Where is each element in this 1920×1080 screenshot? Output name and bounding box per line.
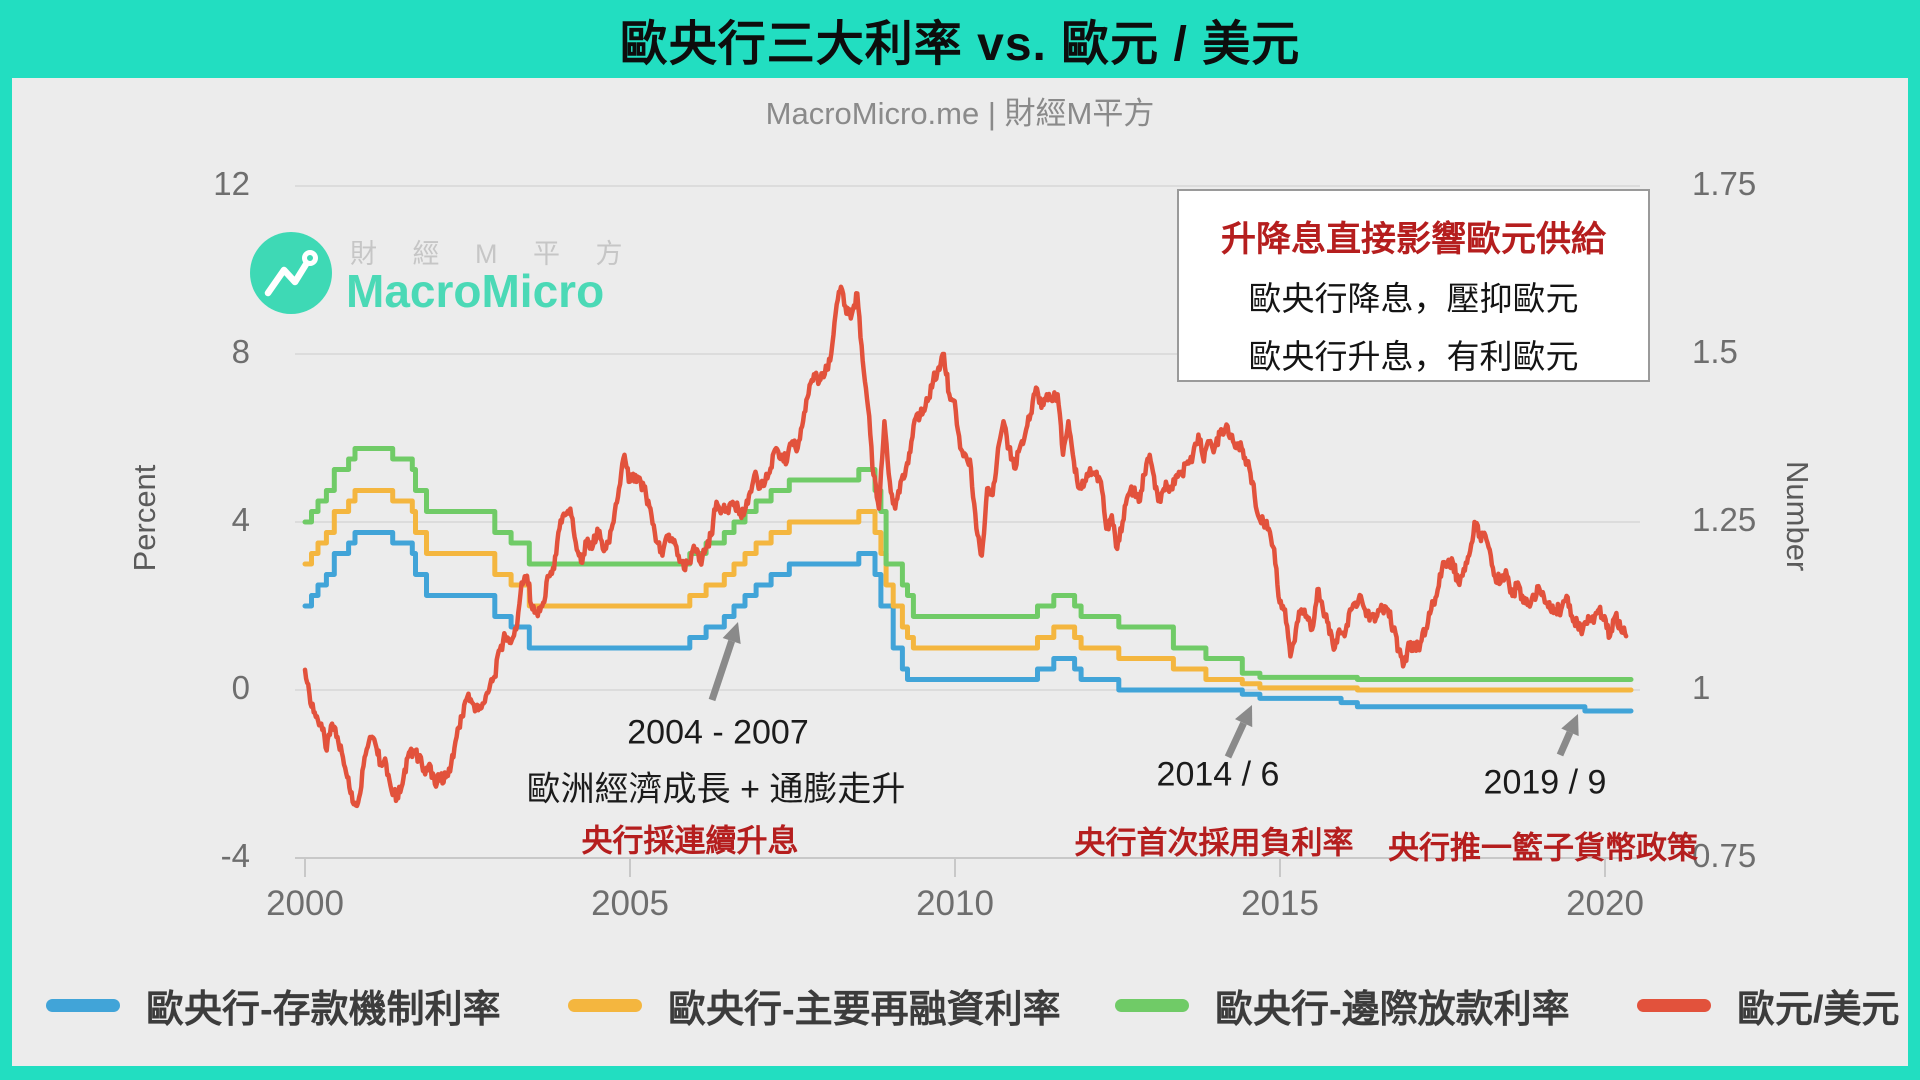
annotation-2014-note: 央行首次採用負利率 [1074,825,1354,861]
legend-item-deposit: 歐央行-存款機制利率 [46,980,501,1031]
note-box-line-2: 歐央行升息，有利歐元 [1248,338,1579,375]
legend-label: 歐央行-主要再融資利率 [668,988,1061,1031]
y-right-tick-label: 1.5 [1692,333,1738,370]
y-left-tick-label: -4 [220,837,250,874]
note-box-line-1: 歐央行降息，壓抑歐元 [1248,280,1579,317]
title-band: 歐央行三大利率 vs. 歐元 / 美元 [0,0,1920,78]
legend-swatch-refi [568,998,642,1012]
y-left-tick-label: 4 [231,501,250,538]
y-left-tick-label: 12 [213,165,250,202]
macromicro-logo-icon [250,232,332,314]
annotation-2004-2007-title: 2004 - 2007 [627,713,809,752]
x-axis-tick-label: 2010 [916,884,994,923]
x-axis-tick-label: 2020 [1566,884,1644,923]
note-box: 升降息直接影響歐元供給 歐央行降息，壓抑歐元 歐央行升息，有利歐元 [1177,189,1650,382]
page-title: 歐央行三大利率 vs. 歐元 / 美元 [619,18,1301,71]
legend-item-eurusd: 歐元/美元 [1637,980,1900,1031]
annotation-2014-title: 2014 / 6 [1156,755,1280,794]
y-right-tick-label: 1.25 [1692,501,1757,538]
legend-item-marginal: 歐央行-邊際放款利率 [1115,980,1570,1031]
annotation-2019-note: 央行推一籃子貨幣政策 [1388,830,1698,866]
legend-swatch-deposit [46,998,120,1012]
x-axis-tick-label: 2015 [1241,884,1319,923]
legend-label: 歐元/美元 [1737,988,1900,1031]
macromicro-watermark: 財 經 M 平 方 MacroMicro [246,228,623,329]
y-left-tick-label: 8 [231,333,250,370]
legend-swatch-eurusd [1637,998,1711,1012]
y-right-tick-label: 1.75 [1692,165,1757,202]
legend-label: 歐央行-邊際放款利率 [1215,988,1570,1031]
y-left-tick-label: 0 [231,669,250,706]
chart-subtitle: MacroMicro.me | 財經M平方 [765,96,1155,131]
legend-label: 歐央行-存款機制利率 [146,988,501,1031]
x-axis-tick-label: 2005 [591,884,669,923]
annotation-2004-2007-desc: 歐洲經濟成長 + 通膨走升 [526,770,906,809]
annotation-2019-title: 2019 / 9 [1483,763,1607,802]
legend-item-refi: 歐央行-主要再融資利率 [568,980,1061,1031]
watermark-cn-text: 財 經 M 平 方 [350,239,637,269]
note-box-title: 升降息直接影響歐元供給 [1220,220,1606,259]
y-right-tick-label: 1 [1692,669,1711,706]
watermark-brand-text: MacroMicro [346,265,605,317]
legend-swatch-marginal [1115,998,1189,1012]
annotation-2004-2007-note: 央行採連續升息 [581,823,799,859]
x-axis-tick-label: 2000 [266,884,344,923]
y-right-tick-label: 0.75 [1692,837,1757,874]
